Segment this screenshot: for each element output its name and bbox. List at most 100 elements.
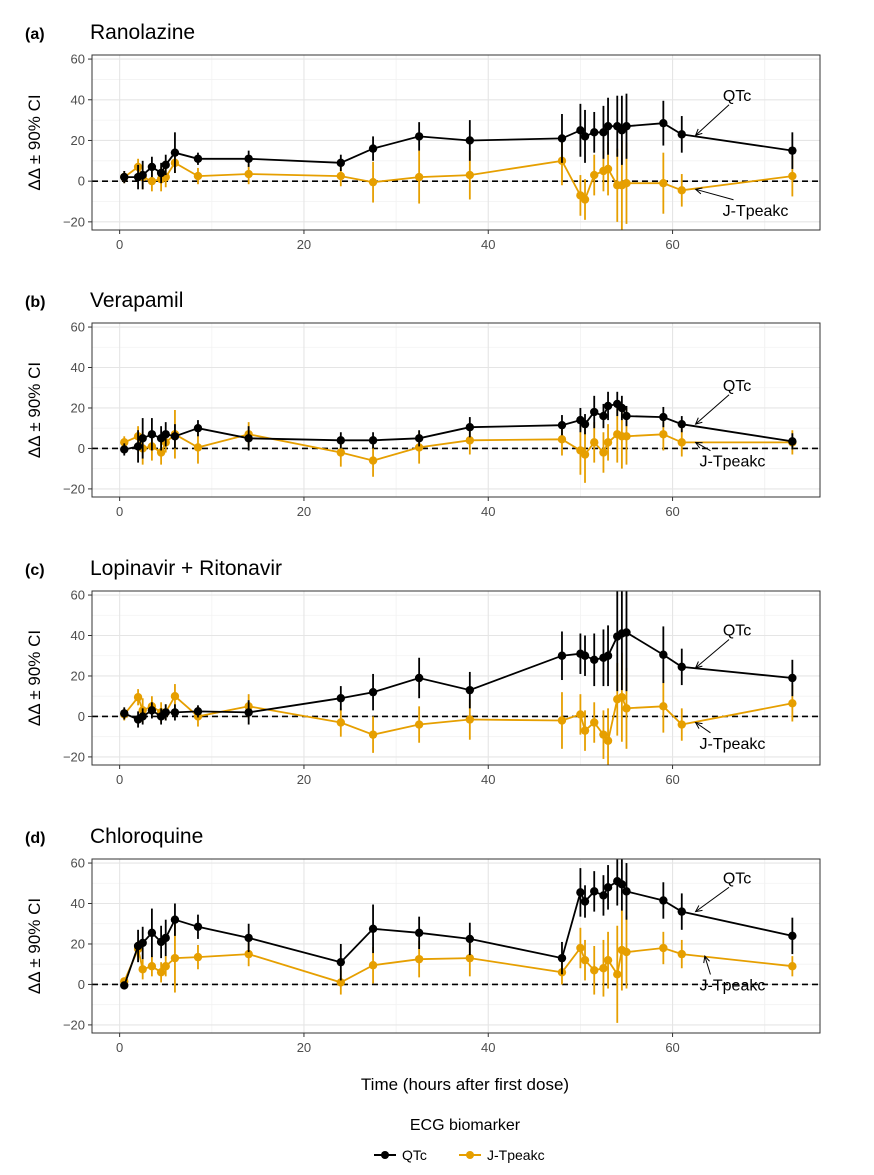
data-point-qtc	[414, 434, 424, 443]
annotation-arrow-qtc	[695, 394, 730, 425]
data-point-qtc	[336, 436, 346, 445]
x-tick-label: 20	[297, 237, 311, 252]
x-tick-label: 40	[481, 504, 495, 519]
data-point-qtc	[603, 883, 613, 892]
data-point-jtpeakc	[170, 953, 180, 963]
data-point-qtc	[599, 411, 608, 421]
data-point-jtpeakc	[576, 710, 585, 719]
data-point-jtpeakc	[336, 448, 346, 457]
data-point-qtc	[147, 162, 157, 172]
y-tick-label: −20	[63, 214, 85, 229]
data-point-jtpeakc	[677, 949, 686, 959]
annotation-arrowhead-qtc	[694, 417, 703, 425]
data-point-jtpeakc	[147, 962, 157, 971]
data-point-jtpeakc	[557, 716, 567, 725]
x-tick-label: 0	[116, 772, 123, 787]
annotation-arrow-jtpeakc	[695, 722, 711, 734]
x-tick-label: 0	[116, 1040, 123, 1055]
y-tick-label: 20	[71, 936, 85, 951]
data-point-qtc	[193, 707, 203, 716]
data-point-qtc	[120, 445, 129, 454]
data-point-qtc	[557, 134, 567, 143]
x-tick-label: 40	[481, 1040, 495, 1055]
data-point-qtc	[193, 424, 203, 433]
plot-border	[91, 858, 821, 1034]
data-point-jtpeakc	[603, 736, 613, 745]
plot-area	[92, 591, 820, 765]
data-point-jtpeakc	[576, 943, 585, 953]
data-point-jtpeakc	[590, 718, 599, 727]
series-jtpeakc	[120, 136, 797, 230]
data-point-jtpeakc	[677, 438, 686, 447]
data-point-qtc	[580, 897, 590, 906]
x-tick-label: 60	[665, 772, 679, 787]
data-point-qtc	[659, 118, 668, 128]
data-point-qtc	[147, 706, 157, 715]
panel-ranolazine: 0 20 40 60 −20 0 20 40 60 QTc J-Tpeakc (a) Ranolazin…	[25, 21, 821, 252]
y-tick-label: 0	[78, 709, 85, 724]
data-point-jtpeakc	[617, 693, 627, 702]
panel-title: Lopinavir + Ritonavir	[90, 557, 282, 580]
plot-area	[92, 859, 820, 1033]
data-point-jtpeakc	[603, 438, 613, 447]
data-point-qtc	[590, 655, 599, 664]
data-point-jtpeakc	[133, 693, 143, 702]
panel-tag: (b)	[25, 294, 45, 311]
data-point-jtpeakc	[580, 450, 590, 459]
data-point-qtc	[170, 708, 180, 717]
data-point-qtc	[120, 172, 129, 182]
data-point-qtc	[580, 651, 590, 660]
annotation-arrow-jtpeakc	[695, 441, 711, 452]
annotation-arrowhead-jtpeakc	[694, 441, 703, 449]
data-point-jtpeakc	[244, 169, 253, 179]
x-tick-label: 20	[297, 504, 311, 519]
y-tick-label: −20	[63, 749, 85, 764]
data-point-jtpeakc	[336, 718, 346, 727]
panel-tag: (c)	[25, 562, 45, 579]
data-point-qtc	[465, 685, 475, 695]
annotation-arrow-qtc	[695, 104, 730, 136]
data-point-jtpeakc	[599, 448, 608, 457]
series-jtpeakc	[120, 909, 797, 1023]
data-point-jtpeakc	[156, 448, 166, 457]
x-tick-label: 40	[481, 772, 495, 787]
data-point-jtpeakc	[659, 430, 668, 439]
data-point-qtc	[147, 430, 157, 439]
data-point-jtpeakc	[580, 195, 590, 204]
annotation-arrowhead-qtc	[694, 128, 703, 137]
data-point-jtpeakc	[414, 720, 424, 729]
legend-swatch-point-qtc	[381, 1151, 389, 1159]
y-tick-label: 20	[71, 668, 85, 683]
data-point-qtc	[414, 132, 424, 141]
x-tick-label: 20	[297, 772, 311, 787]
legend-swatch-point-jtpeakc	[466, 1151, 474, 1159]
data-point-jtpeakc	[659, 178, 668, 188]
x-tick-label: 60	[665, 1040, 679, 1055]
data-point-qtc	[580, 419, 590, 429]
y-tick-label: 20	[71, 133, 85, 148]
annotation-arrowhead-jtpeakc	[694, 187, 703, 195]
data-point-qtc	[138, 712, 147, 721]
data-point-jtpeakc	[659, 943, 668, 953]
data-point-jtpeakc	[622, 947, 631, 957]
y-tick-label: −20	[63, 481, 85, 496]
data-point-qtc	[659, 650, 668, 659]
data-point-qtc	[603, 401, 613, 411]
plot-area	[92, 323, 820, 497]
data-point-qtc	[244, 154, 253, 163]
data-point-qtc	[590, 128, 599, 137]
data-point-qtc	[788, 931, 797, 941]
annotation-arrow-jtpeakc	[704, 955, 711, 975]
series-qtc	[120, 93, 797, 190]
data-point-qtc	[138, 170, 147, 180]
legend-label-jtpeakc: J-Tpeakc	[487, 1147, 545, 1163]
data-point-jtpeakc	[465, 170, 475, 180]
data-point-jtpeakc	[414, 443, 424, 452]
data-point-qtc	[622, 887, 631, 896]
series-qtc	[120, 859, 797, 990]
annotation-arrowhead-qtc	[694, 661, 703, 669]
data-point-qtc	[465, 934, 475, 944]
annotation-jtpeakc: J-Tpeakc	[700, 978, 766, 995]
data-point-qtc	[659, 412, 668, 422]
